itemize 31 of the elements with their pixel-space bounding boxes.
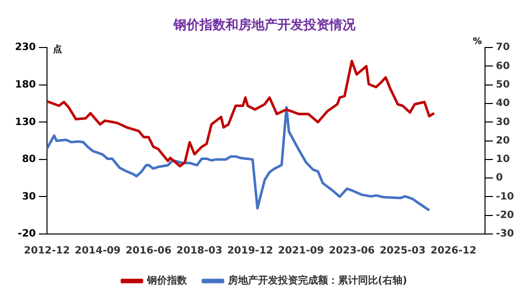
y2-tick-label: 0: [496, 172, 503, 184]
y2-tick-label: 10: [496, 154, 510, 166]
y2-tick-label: 20: [496, 135, 510, 146]
y-tick-label: -20: [18, 228, 36, 240]
legend-label: 钢价指数: [146, 274, 188, 287]
y2-axis-title: %: [472, 36, 482, 47]
y2-tick-label: 50: [496, 79, 510, 90]
y2-tick-label: 40: [496, 98, 510, 110]
y-tick-label: 180: [15, 79, 36, 90]
y-axis-title: 点: [52, 44, 62, 55]
y2-tick-label: 60: [496, 60, 510, 72]
x-tick-label: 2025-03: [380, 246, 426, 257]
x-tick-label: 2021-09: [278, 246, 324, 257]
y-tick-label: 130: [15, 116, 36, 128]
y-tick-label: 80: [22, 154, 36, 166]
y2-tick-label: -10: [496, 191, 514, 202]
y2-tick-label: -20: [496, 210, 514, 221]
x-tick-label: 2023-06: [328, 246, 375, 257]
y-tick-label: 230: [15, 42, 36, 54]
legend-label: 房地产开发投资完成额：累计同比(右轴): [226, 274, 408, 287]
x-tick-label: 2026-12: [430, 246, 476, 257]
y2-tick-label: 30: [496, 116, 510, 128]
y2-tick-label: -30: [496, 228, 514, 240]
y2-tick-label: 70: [496, 42, 510, 54]
x-tick-label: 2018-03: [176, 246, 222, 257]
x-tick-label: 2012-12: [24, 246, 70, 257]
x-tick-label: 2019-12: [227, 246, 274, 257]
x-tick-label: 2014-09: [74, 246, 121, 257]
chart-title: 钢价指数和房地产开发投资情况: [172, 17, 356, 34]
x-tick-label: 2016-06: [126, 246, 172, 257]
y-tick-label: 30: [22, 191, 36, 202]
